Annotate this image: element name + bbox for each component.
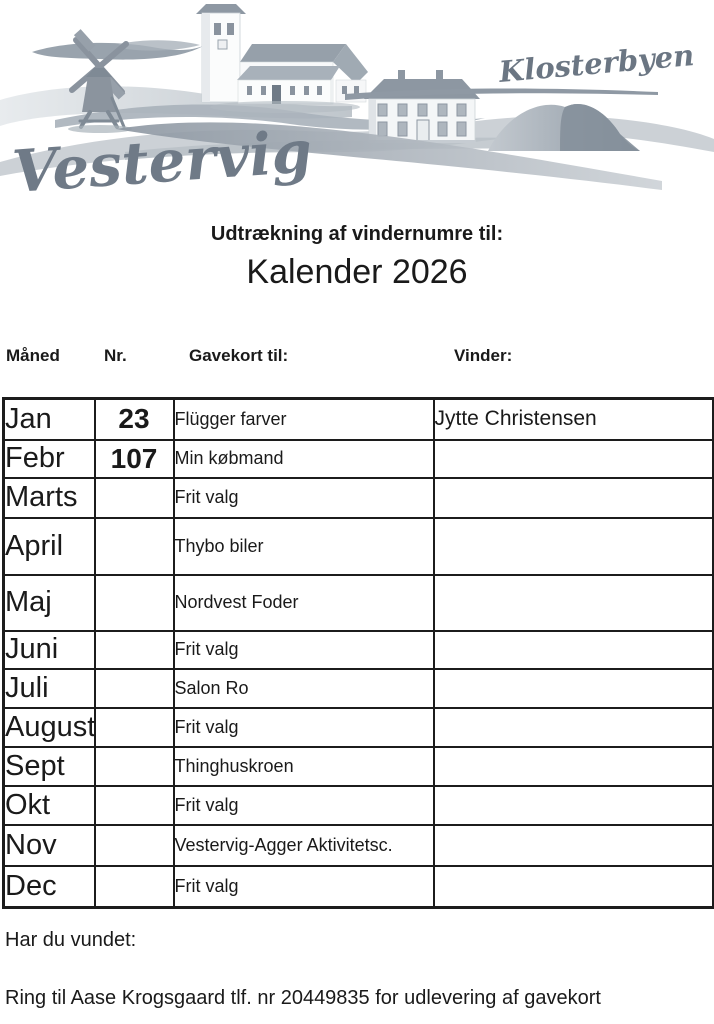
column-header-gavekort: Gavekort til: [189,346,289,365]
month-cell: Jan [2,397,96,441]
month-cell: April [2,516,96,576]
gavekort-cell: Frit valg [172,629,435,670]
column-header-nr: Nr. [104,346,127,365]
table-row: Maj Nordvest Foder [2,573,714,632]
swoosh-line [345,88,658,100]
dune-icon [488,103,640,151]
month-cell: August [2,706,96,748]
bottom-swoosh [116,122,662,190]
gavekort-cell: Vestervig-Agger Aktivitetsc. [172,823,435,867]
vinder-cell [432,823,714,867]
month-cell: Marts [2,476,96,519]
gavekort-cell: Frit valg [172,476,435,519]
gavekort-cell: Thybo biler [172,516,435,576]
winner-numbers-table: Jan 23 Flügger farver Jytte Christensen … [2,397,714,909]
vinder-cell [432,476,714,519]
table-row: Juni Frit valg [2,629,714,670]
vinder-cell [432,438,714,479]
gavekort-cell: Salon Ro [172,667,435,709]
column-header-month: Måned [6,346,60,365]
vinder-cell: Jytte Christensen [432,397,714,441]
vestervig-klosterbyen-logo: Klosterbyen Vestervig [0,0,714,215]
document-subtitle: Udtrækning af vindernumre til: [210,223,504,245]
number-cell [93,864,175,909]
table-row: Dec Frit valg [2,864,714,909]
gavekort-cell: Flügger farver [172,397,435,441]
gavekort-cell: Nordvest Foder [172,573,435,632]
page-title: Kalender 2026 [246,253,468,291]
manor-house-icon [364,70,480,143]
gavekort-cell: Frit valg [172,784,435,826]
vinder-cell [432,516,714,576]
month-cell: Juli [2,667,96,709]
number-cell [93,784,175,826]
logo-town-name-text: Vestervig [10,117,314,206]
contact-instruction-text: Ring til Aase Krogsgaard tlf. nr 2044983… [5,987,601,1009]
number-cell [93,667,175,709]
logo-illustration: Klosterbyen Vestervig [0,4,714,206]
vinder-cell [432,864,714,909]
table-row: Febr 107 Min købmand [2,438,714,479]
number-cell [93,573,175,632]
number-cell: 23 [93,397,175,441]
vinder-cell [432,667,714,709]
gavekort-cell: Frit valg [172,864,435,909]
table-column-headers: Måned Nr. Gavekort til: Vinder: [2,346,712,366]
gavekort-cell: Frit valg [172,706,435,748]
number-cell [93,745,175,787]
title-block: Udtrækning af vindernumre til: Kalender … [0,222,714,291]
vinder-cell [432,629,714,670]
gavekort-cell: Thinghuskroen [172,745,435,787]
winner-question-text: Har du vundet: [5,929,137,951]
table-row: Sept Thinghuskroen [2,745,714,787]
table-row: Jan 23 Flügger farver Jytte Christensen [2,397,714,441]
column-header-vinder: Vinder: [454,346,513,365]
month-cell: Okt [2,784,96,826]
vinder-cell [432,784,714,826]
vinder-cell [432,706,714,748]
vinder-cell [432,745,714,787]
number-cell: 107 [93,438,175,479]
table-row: Nov Vestervig-Agger Aktivitetsc. [2,823,714,867]
month-cell: Maj [2,573,96,632]
month-cell: Febr [2,438,96,479]
table-row: April Thybo biler [2,516,714,576]
number-cell [93,629,175,670]
month-cell: Nov [2,823,96,867]
table-row: Okt Frit valg [2,784,714,826]
vinder-cell [432,573,714,632]
table-row: Marts Frit valg [2,476,714,519]
number-cell [93,476,175,519]
church-icon [196,4,368,113]
gavekort-cell: Min købmand [172,438,435,479]
month-cell: Juni [2,629,96,670]
number-cell [93,516,175,576]
table-row: August Frit valg [2,706,714,748]
month-cell: Dec [2,864,96,909]
windmill-icon [68,29,132,133]
number-cell [93,706,175,748]
month-cell: Sept [2,745,96,787]
logo-subtitle-text: Klosterbyen [497,38,696,89]
number-cell [93,823,175,867]
table-row: Juli Salon Ro [2,667,714,709]
